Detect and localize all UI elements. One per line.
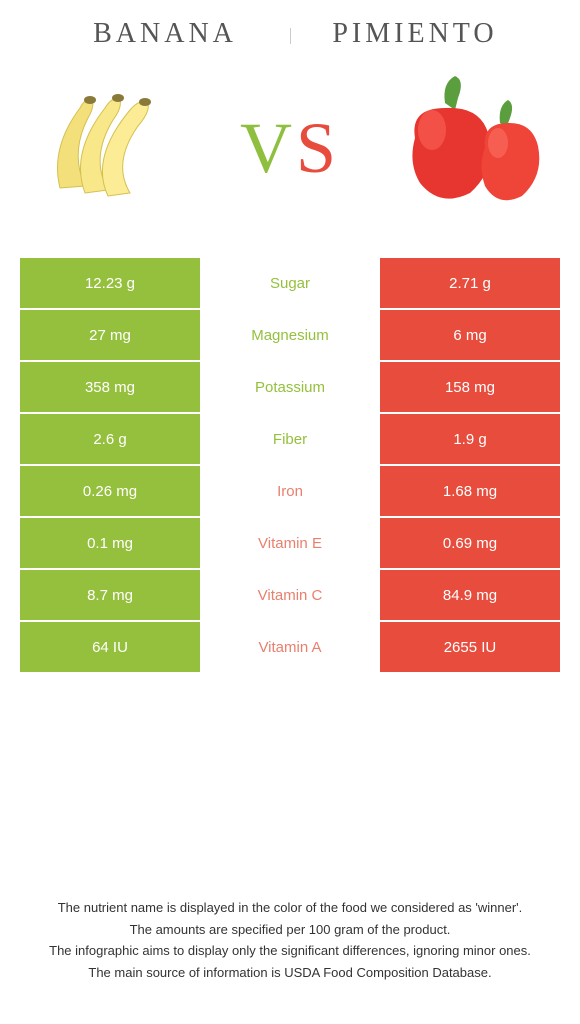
- footer-line: The main source of information is USDA F…: [20, 963, 560, 983]
- value-left: 8.7 mg: [20, 570, 200, 620]
- vs-v: V: [240, 108, 296, 188]
- nutrition-table: 12.23 gSugar2.71 g27 mgMagnesium6 mg358 …: [20, 258, 560, 672]
- table-row: 0.1 mgVitamin E0.69 mg: [20, 518, 560, 568]
- header: Banana Pimiento: [0, 0, 580, 58]
- nutrient-label: Sugar: [200, 258, 380, 308]
- value-right: 6 mg: [380, 310, 560, 360]
- pimiento-icon: [370, 68, 550, 228]
- footer-line: The infographic aims to display only the…: [20, 941, 560, 961]
- value-right: 1.9 g: [380, 414, 560, 464]
- vs-s: S: [296, 108, 340, 188]
- title-right: Pimiento: [290, 18, 540, 50]
- footer-line: The nutrient name is displayed in the co…: [20, 898, 560, 918]
- nutrient-label: Potassium: [200, 362, 380, 412]
- value-left: 0.1 mg: [20, 518, 200, 568]
- value-left: 0.26 mg: [20, 466, 200, 516]
- value-right: 1.68 mg: [380, 466, 560, 516]
- nutrient-label: Fiber: [200, 414, 380, 464]
- table-row: 12.23 gSugar2.71 g: [20, 258, 560, 308]
- value-left: 64 IU: [20, 622, 200, 672]
- nutrient-label: Vitamin A: [200, 622, 380, 672]
- nutrient-label: Iron: [200, 466, 380, 516]
- value-left: 358 mg: [20, 362, 200, 412]
- table-row: 64 IUVitamin A2655 IU: [20, 622, 560, 672]
- value-left: 27 mg: [20, 310, 200, 360]
- nutrient-label: Vitamin E: [200, 518, 380, 568]
- footer-line: The amounts are specified per 100 gram o…: [20, 920, 560, 940]
- value-right: 158 mg: [380, 362, 560, 412]
- value-right: 2.71 g: [380, 258, 560, 308]
- banana-icon: [30, 68, 210, 228]
- nutrient-label: Vitamin C: [200, 570, 380, 620]
- value-right: 0.69 mg: [380, 518, 560, 568]
- table-row: 0.26 mgIron1.68 mg: [20, 466, 560, 516]
- title-left: Banana: [40, 18, 290, 50]
- vs-label: VS: [240, 107, 340, 190]
- table-row: 8.7 mgVitamin C84.9 mg: [20, 570, 560, 620]
- value-right: 2655 IU: [380, 622, 560, 672]
- value-left: 2.6 g: [20, 414, 200, 464]
- value-left: 12.23 g: [20, 258, 200, 308]
- table-row: 358 mgPotassium158 mg: [20, 362, 560, 412]
- title-separator: [290, 28, 291, 44]
- nutrient-label: Magnesium: [200, 310, 380, 360]
- table-row: 27 mgMagnesium6 mg: [20, 310, 560, 360]
- footer-notes: The nutrient name is displayed in the co…: [20, 898, 560, 984]
- image-row: VS: [0, 58, 580, 258]
- value-right: 84.9 mg: [380, 570, 560, 620]
- table-row: 2.6 gFiber1.9 g: [20, 414, 560, 464]
